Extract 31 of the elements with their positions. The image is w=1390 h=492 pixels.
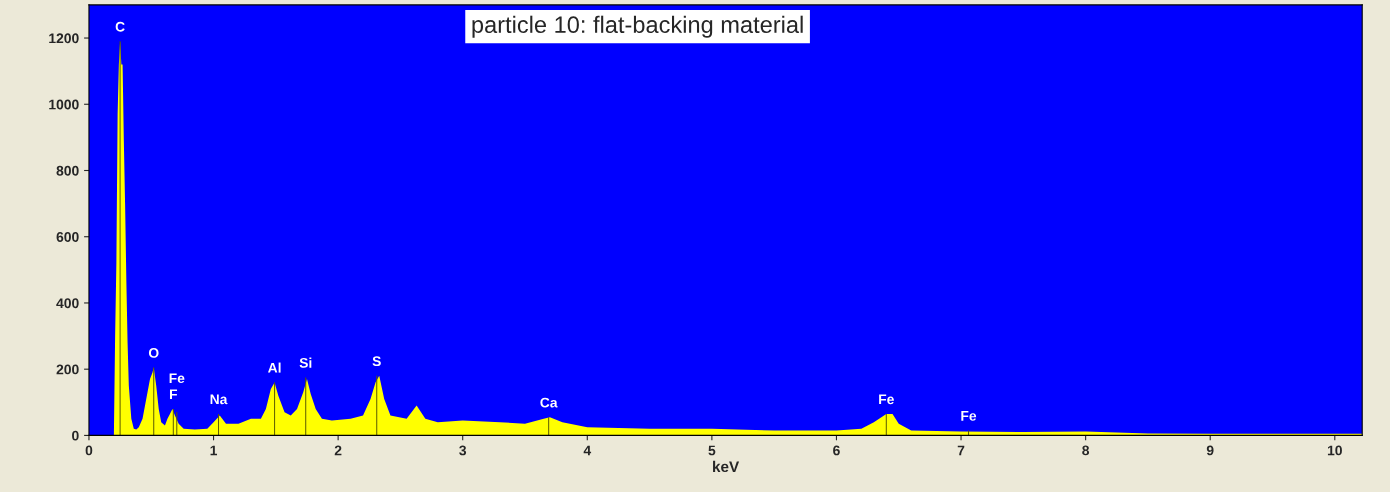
annotation: Fe [961, 411, 977, 421]
y-tick-label: 400 [56, 298, 79, 309]
annotation: Fe [169, 373, 185, 384]
x-tick-label: 9 [1206, 445, 1214, 456]
annotation: Fe [879, 394, 894, 405]
x-axis-title: keV [713, 460, 740, 473]
x-tick-label: 0 [85, 445, 93, 456]
chart-title: particle 10: flat-backing material [472, 15, 803, 38]
annotation: C [115, 21, 125, 32]
x-tick-label: 5 [708, 445, 716, 456]
y-tick-label: 800 [56, 165, 79, 176]
x-tick-label: 1 [210, 445, 218, 456]
annotation: Al [267, 362, 281, 373]
annotation: F [169, 389, 178, 400]
y-tick-label: 0 [72, 430, 79, 441]
annotation: O [148, 348, 159, 358]
y-tick-label: 1200 [49, 33, 79, 44]
y-tick-label: 1000 [49, 99, 79, 110]
y-tick-label: 200 [56, 364, 79, 375]
annotation: Na [210, 394, 228, 405]
x-tick-label: 4 [583, 445, 592, 456]
x-tick-label: 3 [459, 445, 467, 456]
x-tick-label: 6 [833, 445, 840, 456]
y-tick-label: 600 [56, 232, 79, 242]
annotation: S [372, 356, 381, 367]
x-tick-label: 8 [1082, 445, 1090, 456]
x-tick-label: 7 [957, 445, 965, 456]
x-tick-label: 10 [1327, 445, 1342, 456]
annotation: Ca [540, 397, 558, 408]
x-tick-label: 2 [334, 445, 342, 456]
annotation: Si [299, 357, 312, 368]
